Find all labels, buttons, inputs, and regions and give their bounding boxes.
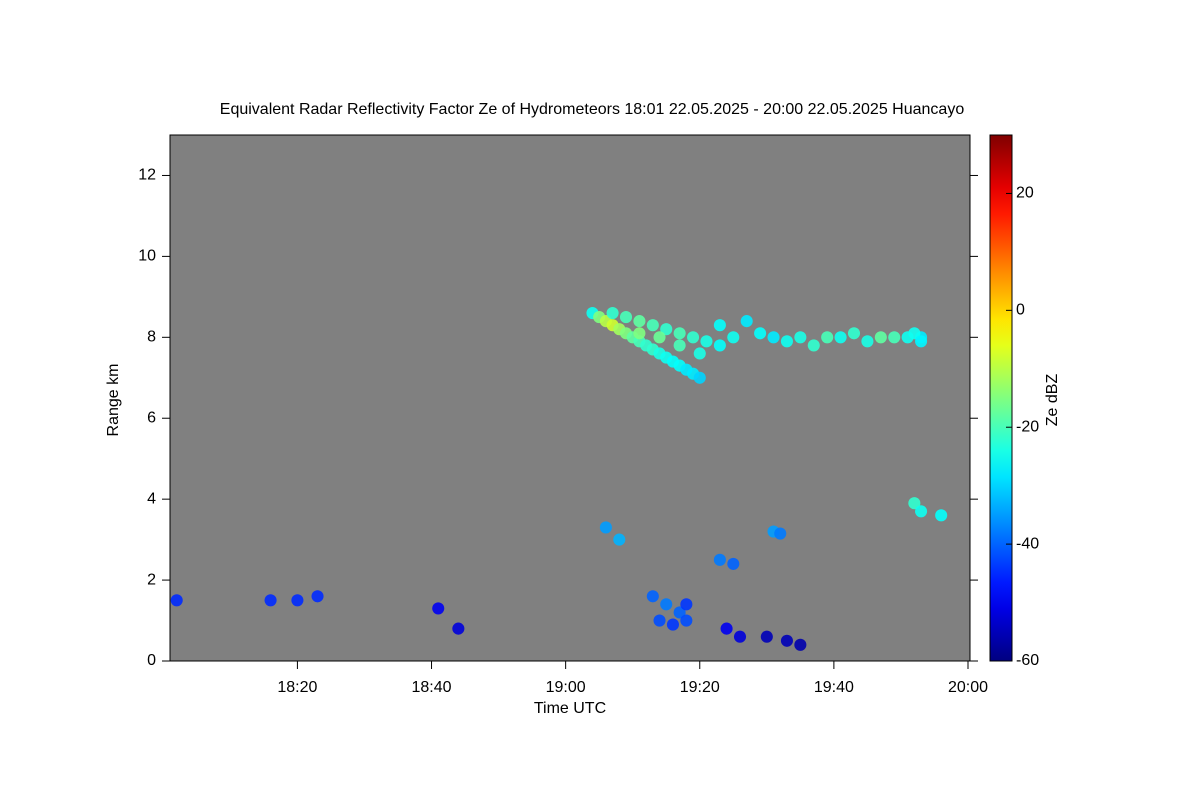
echo-cell bbox=[874, 331, 887, 344]
echo-cell bbox=[666, 618, 679, 631]
chart-title: Equivalent Radar Reflectivity Factor Ze … bbox=[220, 101, 965, 118]
echo-cell bbox=[847, 327, 861, 340]
colorbar-tick-label: 20 bbox=[1016, 185, 1034, 202]
y-tick-label: 2 bbox=[147, 571, 156, 588]
echo-cell bbox=[432, 602, 445, 615]
echo-cell bbox=[908, 327, 921, 340]
echo-cell bbox=[613, 533, 626, 546]
colorbar-tick-label: 0 bbox=[1016, 302, 1025, 319]
echo-cell bbox=[687, 331, 700, 344]
echo-cell bbox=[700, 335, 713, 348]
y-tick-label: 10 bbox=[138, 248, 156, 265]
colorbar-tick-label: -60 bbox=[1016, 652, 1039, 669]
y-tick-label: 4 bbox=[147, 490, 156, 507]
echo-cell bbox=[606, 306, 619, 320]
y-tick-label: 0 bbox=[147, 652, 156, 669]
echo-cell bbox=[599, 521, 612, 534]
echo-cell bbox=[673, 339, 686, 352]
plot-background bbox=[170, 135, 970, 661]
echo-cell bbox=[720, 622, 733, 635]
echo-cell bbox=[915, 335, 928, 348]
x-tick-label: 19:20 bbox=[680, 679, 720, 696]
echo-cell bbox=[713, 553, 726, 566]
echo-cell bbox=[774, 527, 787, 540]
echo-cell bbox=[780, 634, 793, 647]
echo-cell bbox=[660, 598, 673, 611]
echo-cell bbox=[935, 509, 948, 522]
echo-cell bbox=[713, 339, 726, 352]
echo-cell bbox=[834, 331, 847, 344]
echo-cell bbox=[660, 323, 673, 336]
x-tick-label: 18:40 bbox=[412, 679, 452, 696]
echo-cell bbox=[754, 327, 767, 340]
echo-cell bbox=[673, 606, 686, 619]
echo-cell bbox=[807, 339, 820, 352]
plot-frame bbox=[169, 134, 971, 662]
echo-cell bbox=[780, 335, 793, 348]
echo-cell bbox=[760, 630, 773, 643]
colorbar-label: Ze dBZ bbox=[1044, 374, 1061, 427]
y-tick-label: 12 bbox=[138, 167, 156, 184]
echo-cell bbox=[673, 327, 686, 340]
x-tick-label: 19:40 bbox=[814, 679, 854, 696]
echo-cell bbox=[633, 315, 646, 328]
y-tick-label: 8 bbox=[147, 329, 156, 346]
echo-cell bbox=[452, 622, 465, 635]
echo-cell bbox=[646, 319, 659, 332]
y-tick-label: 6 bbox=[147, 409, 156, 426]
echo-cell bbox=[264, 594, 277, 607]
echo-cell bbox=[794, 331, 807, 344]
echo-cell bbox=[646, 590, 659, 603]
x-tick-label: 18:20 bbox=[277, 679, 317, 696]
echo-cell bbox=[861, 335, 874, 348]
colorbar-tick-label: -20 bbox=[1016, 418, 1039, 435]
echo-cell bbox=[915, 505, 928, 518]
y-axis-label: Range km bbox=[105, 364, 122, 437]
echo-cell bbox=[693, 347, 706, 360]
echo-cell bbox=[633, 327, 646, 340]
echo-cell bbox=[713, 319, 726, 332]
echo-cell bbox=[653, 331, 666, 344]
echo-cell bbox=[727, 331, 740, 344]
echo-cell bbox=[908, 497, 921, 510]
echo-cell bbox=[733, 630, 747, 643]
echo-cell bbox=[693, 371, 706, 384]
echo-cell bbox=[311, 590, 324, 603]
x-tick-label: 19:00 bbox=[546, 679, 586, 696]
colorbar bbox=[989, 134, 1013, 662]
echo-cell bbox=[680, 614, 693, 627]
colorbar-tick-label: -40 bbox=[1016, 535, 1039, 552]
echo-cell bbox=[821, 331, 834, 344]
x-axis-label: Time UTC bbox=[534, 700, 606, 717]
echo-cell bbox=[740, 315, 753, 328]
echo-cell bbox=[680, 598, 693, 611]
echo-cell bbox=[619, 311, 633, 324]
echo-cell bbox=[727, 557, 740, 570]
echo-cell bbox=[767, 331, 780, 344]
echo-cell bbox=[888, 331, 901, 344]
echo-cell bbox=[794, 638, 807, 651]
echo-cell bbox=[653, 614, 666, 627]
echo-cell bbox=[170, 594, 183, 607]
x-tick-label: 20:00 bbox=[948, 679, 988, 696]
echo-cell bbox=[291, 594, 304, 607]
